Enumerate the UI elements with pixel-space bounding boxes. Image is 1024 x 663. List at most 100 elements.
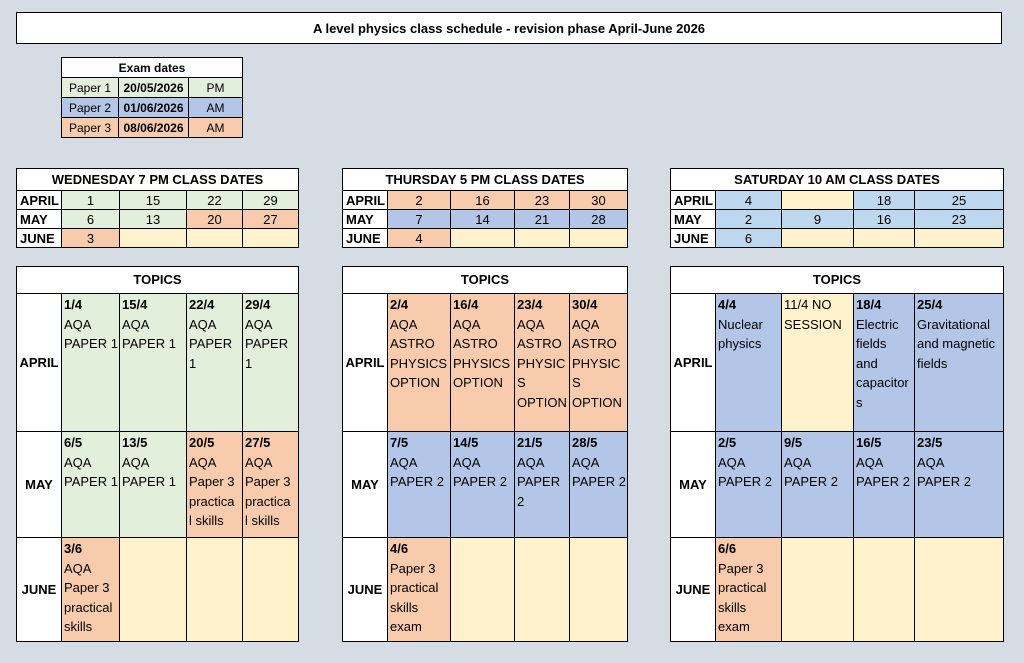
topic-cell [853, 537, 915, 642]
topic-date: 23/5 [917, 435, 943, 450]
topic-date: 3/6 [64, 541, 83, 556]
date-cell [514, 228, 570, 248]
topic-text: AQA PAPER 1 [64, 316, 118, 352]
month-label: JUNE [670, 537, 716, 642]
topic-text: AQA Paper 3 practical skills [64, 560, 113, 635]
month-label: JUNE [342, 228, 388, 248]
topic-date: 7/5 [390, 435, 409, 450]
topic-text: AQA PAPER 1 [189, 316, 233, 371]
date-cell [242, 228, 299, 248]
date-cell: 13 [119, 209, 187, 229]
exam-dates-table: Exam dates Paper 1 20/05/2026 PM Paper 2… [60, 57, 244, 138]
date-cell: 29 [242, 190, 299, 210]
topic-cell: 11/4 NO SESSION [781, 293, 854, 432]
topic-cell: 6/6 Paper 3 practical skills exam [715, 537, 782, 642]
exam-paper: Paper 2 [61, 97, 119, 118]
topic-date: 4/6 [390, 541, 409, 556]
topic-text: AQA PAPER 1 [122, 454, 176, 490]
exam-time: PM [187, 77, 244, 98]
date-cell: 14 [450, 209, 515, 229]
date-cell: 2 [715, 209, 782, 229]
topic-date: 13/5 [122, 435, 148, 450]
topic-text: AQA PAPER 2 [856, 454, 910, 490]
date-cell: 16 [853, 209, 915, 229]
topic-cell: 15/4 AQA PAPER 1 [119, 293, 187, 432]
thursday-dates-header: THURSDAY 5 PM CLASS DATES [341, 168, 629, 191]
topic-date: 14/5 [453, 435, 479, 450]
date-cell: 1 [61, 190, 120, 210]
exam-paper: Paper 3 [61, 117, 119, 138]
topic-cell: 22/4 AQA PAPER 1 [186, 293, 243, 432]
topics-header: TOPICS [669, 266, 1005, 294]
month-label: JUNE [16, 537, 62, 642]
topic-cell: 28/5 AQA PAPER 2 [568, 431, 629, 538]
topic-cell: 23/5 AQA PAPER 2 [913, 431, 1005, 538]
exam-paper: Paper 1 [61, 77, 119, 98]
date-cell: 25 [914, 190, 1004, 210]
date-cell: 6 [61, 209, 120, 229]
topic-date: 18/4 [856, 297, 882, 312]
topic-text: AQA ASTRO PHYSICS OPTION [572, 316, 622, 410]
month-label: APRIL [342, 190, 388, 210]
month-label: MAY [670, 431, 716, 538]
exam-date: 08/06/2026 [118, 117, 189, 138]
topic-cell: 2/4 AQA ASTRO PHYSICS OPTION [387, 293, 451, 432]
exam-time: AM [187, 117, 244, 138]
topic-date: 1/4 [64, 297, 83, 312]
date-cell: 28 [568, 209, 629, 229]
date-cell: 23 [914, 209, 1004, 229]
date-cell: 3 [61, 228, 120, 248]
topic-cell: 21/5 AQA PAPER 2 [514, 431, 570, 538]
topic-text: Electric fields and capacitor s [856, 316, 909, 410]
date-cell: 30 [568, 190, 629, 210]
thursday-topics-table: TOPICS APRIL 2/4 AQA ASTRO PHYSICS OPTION… [341, 266, 629, 642]
topic-text: AQA PAPER 1 [122, 316, 176, 352]
topic-text: AQA PAPER 1 [245, 316, 289, 371]
exam-date: 01/06/2026 [118, 97, 189, 118]
topic-text: AQA PAPER 1 [64, 454, 118, 490]
month-label: MAY [16, 431, 62, 538]
date-cell [781, 190, 854, 210]
topic-date: 27/5 [245, 435, 271, 450]
topic-cell [186, 537, 243, 642]
topic-date: 22/4 [189, 297, 215, 312]
date-cell: 9 [781, 209, 854, 229]
topic-cell: 18/4 Electric fields and capacitor s [853, 293, 915, 432]
topic-date: 2/4 [390, 297, 409, 312]
topic-cell: 25/4 Gravitational and magnetic fields [913, 293, 1005, 432]
month-label: APRIL [342, 293, 388, 432]
topic-cell: 16/4 AQA ASTRO PHYSICS OPTION [450, 293, 515, 432]
topic-cell: 2/5 AQA PAPER 2 [715, 431, 782, 538]
topic-text: AQA PAPER 2 [572, 454, 626, 490]
topic-text: Paper 3 practical skills exam [390, 560, 439, 635]
date-cell [186, 228, 243, 248]
month-label: MAY [16, 209, 62, 229]
date-cell [853, 228, 915, 248]
topic-text: AQA PAPER 2 [718, 454, 772, 490]
topic-cell [514, 537, 570, 642]
date-cell: 4 [387, 228, 451, 248]
topic-date: 6/5 [64, 435, 83, 450]
saturday-topics-table: TOPICS APRIL 4/4 Nuclear physics 11/4 NO … [669, 266, 1005, 642]
topic-cell: 6/5 AQA PAPER 1 [61, 431, 120, 538]
exam-row-paper-3: Paper 3 08/06/2026 AM [61, 117, 244, 138]
topic-date: 16/4 [453, 297, 479, 312]
topic-text: AQA PAPER 2 [917, 454, 971, 490]
exam-dates-header: Exam dates [60, 57, 244, 78]
month-label: MAY [342, 209, 388, 229]
wednesday-topics-table: TOPICS APRIL 1/4 AQA PAPER 1 15/4 AQA PAPE… [15, 266, 300, 642]
topic-date: 28/5 [572, 435, 598, 450]
topic-cell: 13/5 AQA PAPER 1 [119, 431, 187, 538]
topic-text: 11/4 NO SESSION [784, 297, 842, 332]
topic-text: AQA ASTRO PHYSICS OPTION [390, 316, 448, 391]
topics-header: TOPICS [15, 266, 300, 294]
date-cell: 21 [514, 209, 570, 229]
topic-cell [568, 537, 629, 642]
topic-date: 16/5 [856, 435, 882, 450]
date-cell [119, 228, 187, 248]
date-cell [914, 228, 1004, 248]
topic-cell [781, 537, 854, 642]
topic-cell: 4/4 Nuclear physics [715, 293, 782, 432]
month-label: JUNE [342, 537, 388, 642]
month-label: JUNE [670, 228, 716, 248]
